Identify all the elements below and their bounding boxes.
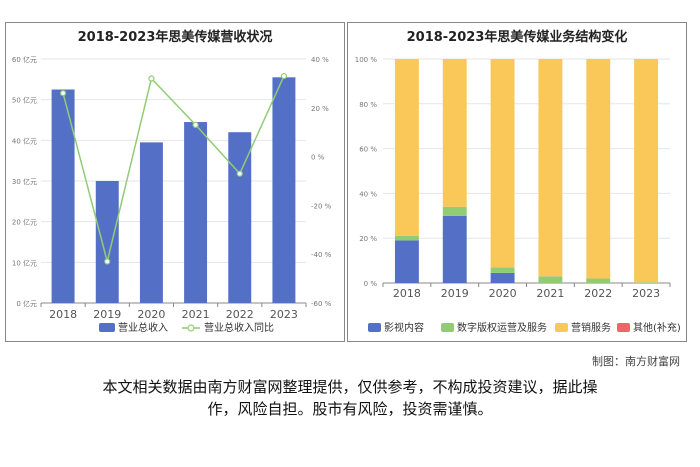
legend-swatch [368, 323, 381, 332]
stacked-bar-segment [586, 59, 611, 279]
x-tick-label: 2018 [393, 287, 421, 300]
stacked-bar-segment [442, 215, 467, 283]
y-left-tick-label: 0 亿元 [16, 299, 37, 308]
legend-swatch-yoy-dot [187, 324, 195, 332]
legend-swatch-revenue [99, 323, 115, 332]
x-tick-label: 2022 [584, 287, 612, 300]
stacked-bar-segment [490, 272, 515, 283]
stacked-bar-segment [538, 59, 563, 277]
stacked-bar-segment [634, 59, 659, 283]
structure-chart-panel: 2018-2023年思美传媒业务结构变化 0 % 20 % 40 % 60 % 80 %… [347, 22, 687, 342]
y-tick-label: 40 % [359, 190, 377, 198]
revenue-bar [51, 89, 75, 303]
disclaimer-text: 本文相关数据由南方财富网整理提供，仅供参考，不构成投资建议，据此操 作，风险自担… [0, 376, 700, 420]
revenue-bar [139, 142, 163, 303]
revenue-chart: 0 亿元 10 亿元 20 亿元 30 亿元 40 亿元 50 亿元 60 亿元 -60 % -… [12, 55, 332, 334]
y-right-tick-label: 0 % [311, 154, 325, 162]
yoy-point [148, 75, 155, 82]
x-tick-label: 2023 [270, 308, 298, 321]
stacked-bar-segment [442, 59, 467, 207]
revenue-bar [184, 122, 208, 304]
legend-label: 影视内容 [384, 321, 424, 334]
y-left-tick-label: 20 亿元 [12, 218, 37, 227]
structure-chart: 0 % 20 % 40 % 60 % 80 % 100 % 2018 2019 2020 2021… [355, 56, 681, 334]
x-tick-label: 2021 [182, 308, 210, 321]
y-right-tick-label: 20 % [311, 105, 329, 113]
revenue-bar [95, 181, 119, 303]
yoy-point [280, 72, 288, 80]
disclaimer-line-2: 作，风险自担。股市有风险，投资需谨慎。 [207, 400, 493, 418]
x-tick-label: 2020 [489, 287, 517, 300]
stacked-bar-segment [394, 240, 419, 283]
y-right-tick-label: 40 % [311, 56, 329, 64]
stacked-bar-segment [586, 278, 611, 283]
y-tick-label: 20 % [359, 235, 377, 243]
revenue-chart-title: 2018-2023年思美传媒营收状况 [77, 30, 273, 45]
legend-label: 其他(补充) [633, 321, 681, 334]
x-tick-label: 2019 [441, 287, 469, 300]
stacked-bar-segment [634, 282, 659, 283]
legend-label-yoy: 营业总收入同比 [204, 321, 274, 334]
y-right-tick-label: -60 % [311, 300, 332, 308]
legend-swatch [555, 323, 568, 332]
yoy-line [62, 75, 285, 262]
y-left-tick-label: 60 亿元 [12, 55, 37, 64]
stacked-bar-segment [394, 59, 419, 236]
y-tick-label: 80 % [359, 101, 377, 109]
y-right-tick-label: -40 % [311, 251, 332, 259]
yoy-point [59, 90, 67, 97]
y-tick-label: 100 % [355, 56, 378, 64]
revenue-bar [272, 77, 296, 303]
legend-label: 数字版权运营及服务 [457, 321, 547, 334]
structure-chart-title: 2018-2023年思美传媒业务结构变化 [406, 30, 628, 45]
y-left-tick-label: 40 亿元 [12, 136, 37, 145]
stacked-bar-segment [538, 276, 563, 283]
legend-swatch [617, 323, 630, 332]
y-right-tick-label: -20 % [311, 202, 332, 210]
yoy-point [236, 170, 243, 177]
x-tick-label: 2020 [137, 308, 165, 321]
stacked-bar-segment [490, 59, 515, 268]
legend-label: 营销服务 [571, 321, 611, 334]
disclaimer-line-1: 本文相关数据由南方财富网整理提供，仅供参考，不构成投资建议，据此操 [102, 378, 598, 396]
yoy-point [104, 258, 111, 265]
y-left-tick-label: 50 亿元 [12, 96, 37, 105]
stacked-bar-segment [394, 235, 419, 241]
chart-credit: 制图：南方财富网 [592, 355, 680, 368]
y-left-tick-label: 30 亿元 [12, 177, 37, 186]
stacked-bar-segment [442, 206, 467, 216]
legend-swatch [441, 323, 454, 332]
revenue-chart-panel: 2018-2023年思美传媒营收状况 0 亿元 10 亿元 20 亿元 30 亿元 40… [5, 22, 345, 342]
legend-label-revenue: 营业总收入 [118, 321, 168, 334]
y-tick-label: 60 % [359, 146, 377, 154]
x-tick-label: 2023 [632, 287, 660, 300]
x-tick-label: 2019 [93, 308, 121, 321]
x-tick-label: 2022 [226, 308, 254, 321]
x-tick-label: 2021 [536, 287, 564, 300]
y-tick-label: 0 % [364, 280, 378, 288]
revenue-bar [228, 132, 252, 303]
stacked-bar-segment [490, 267, 515, 273]
x-tick-label: 2018 [49, 308, 77, 321]
y-left-tick-label: 10 亿元 [12, 258, 37, 267]
yoy-point [192, 121, 199, 128]
